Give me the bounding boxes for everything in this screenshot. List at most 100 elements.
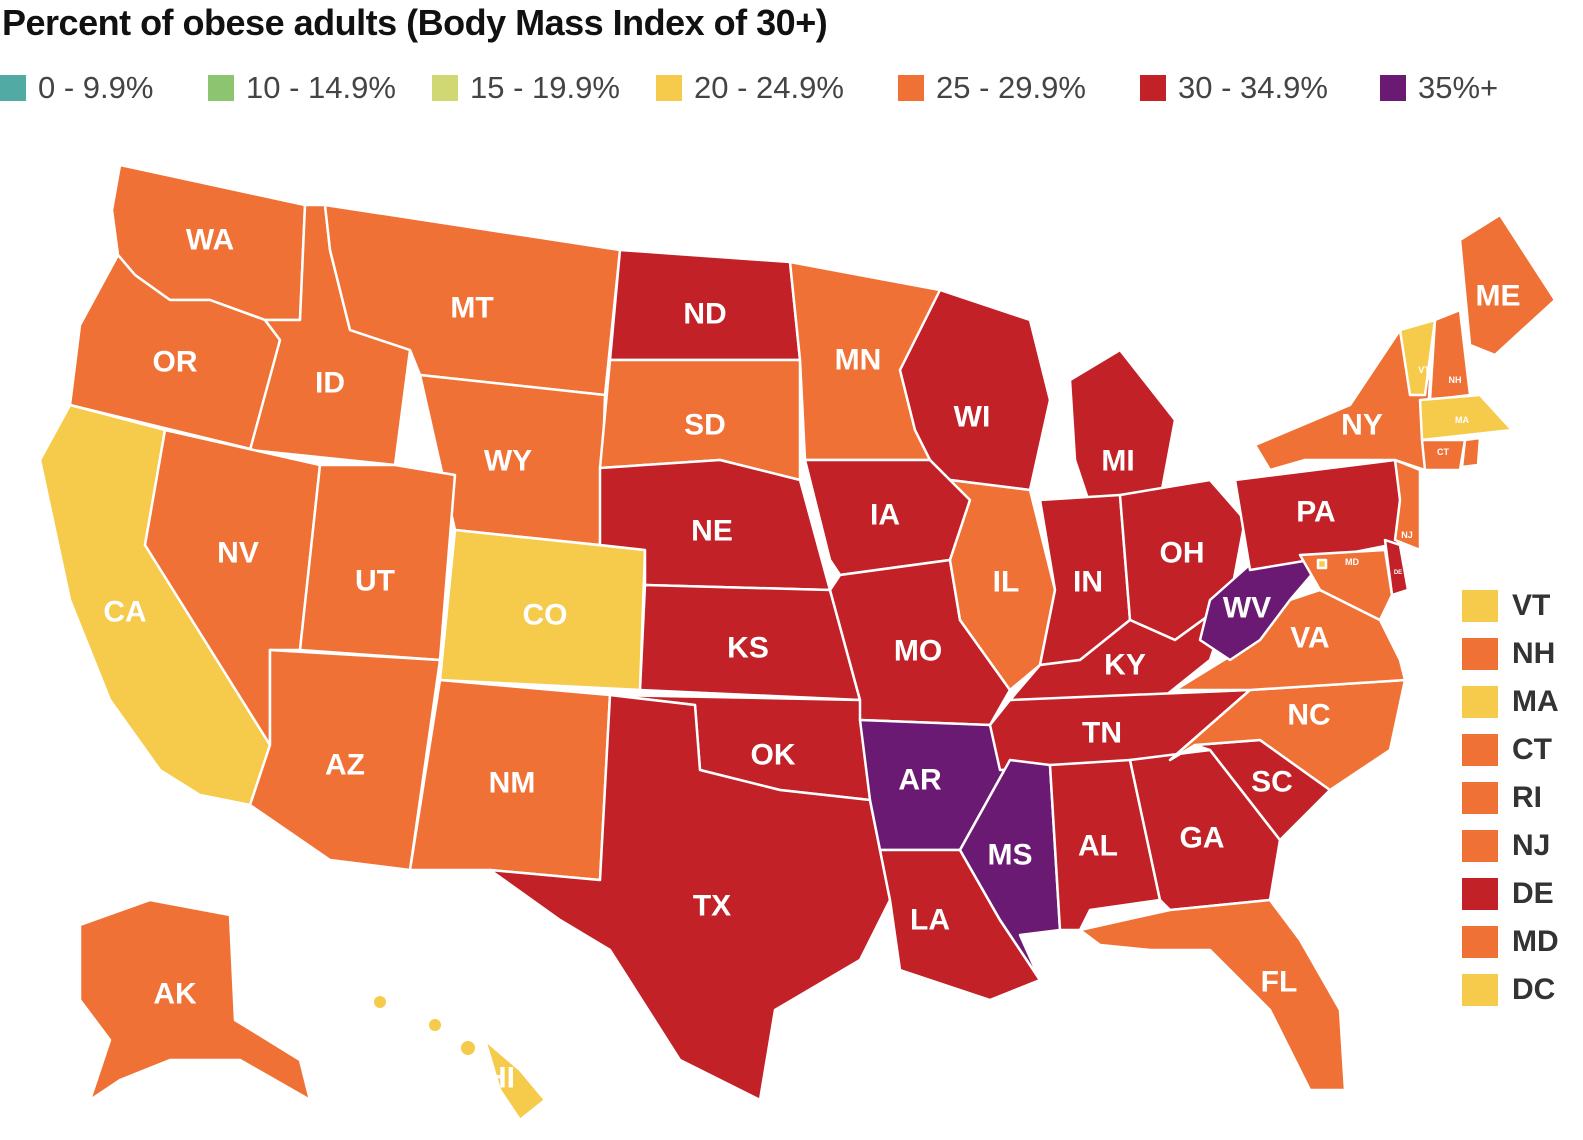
state-label-ky: KY [1104,649,1146,682]
state-tx [488,693,892,1102]
state-mi [1068,348,1177,507]
state-label-or: OR [153,346,198,379]
state-label-ok: OK [751,739,796,772]
small-state-label: NH [1512,637,1556,670]
legend-swatch [432,75,458,101]
state-label-me: ME [1476,280,1521,313]
small-state-legend-row: CT [1462,730,1552,770]
state-label-tx: TX [693,890,731,923]
state-label-ma: MA [1455,415,1469,425]
legend-item: 35%+ [1380,70,1498,106]
small-state-legend-row: DC [1462,970,1555,1010]
state-label-ne: NE [691,515,733,548]
state-label-mn: MN [835,344,882,377]
state-hi-island [461,1041,475,1055]
state-label-nv: NV [217,537,259,570]
state-label-wi: WI [954,401,991,434]
legend-item: 25 - 29.9% [898,70,1086,106]
state-fl [1078,898,1347,1092]
state-label-ar: AR [898,764,942,797]
state-hi-island [374,996,386,1008]
small-state-legend-row: MD [1462,922,1559,962]
state-label-wy: WY [484,445,532,478]
small-state-swatch [1462,878,1498,910]
state-labels: WA OR CA ID NV MT WY UT CO AZ NM ND SD NE KS OK TX MN IA MO… [103,224,1520,1095]
state-shapes [38,163,1557,1122]
state-label-oh: OH [1160,537,1205,570]
state-label-mo: MO [894,635,942,668]
small-state-legend-row: NH [1462,634,1555,674]
small-state-legend-row: DE [1462,874,1554,914]
small-state-label: DC [1512,973,1556,1006]
legend-item: 0 - 9.9% [0,70,153,106]
state-label-mt: MT [450,292,493,325]
legend-label: 20 - 24.9% [694,70,844,105]
state-label-nh: NH [1449,375,1462,385]
legend-swatch [1380,75,1406,101]
legend-swatch [208,75,234,101]
small-state-legend-row: RI [1462,778,1542,818]
state-hi [483,1038,547,1122]
legend-swatch [898,75,924,101]
small-state-swatch [1462,734,1498,766]
legend-item: 20 - 24.9% [656,70,844,106]
small-state-legend-row: VT [1462,586,1550,626]
small-state-label: DE [1512,877,1554,910]
small-state-swatch [1462,974,1498,1006]
state-label-az: AZ [325,749,365,782]
state-label-ms: MS [988,839,1033,872]
color-legend: 0 - 9.9% 10 - 14.9% 15 - 19.9% 20 - 24.9% 25… [0,70,1583,106]
state-hi-island [429,1019,441,1031]
state-vt [1398,318,1437,397]
state-label-ut: UT [355,565,395,598]
legend-label: 30 - 34.9% [1178,70,1328,105]
small-state-swatch [1462,782,1498,814]
small-state-swatch [1462,686,1498,718]
legend-swatch [1140,75,1166,101]
legend-item: 15 - 19.9% [432,70,620,106]
state-label-mi: MI [1101,445,1134,478]
legend-item: 30 - 34.9% [1140,70,1328,106]
state-label-sd: SD [684,409,726,442]
state-label-nj: NJ [1401,530,1413,540]
state-dc [1316,558,1328,570]
state-il [948,478,1057,692]
state-label-ia: IA [870,499,900,532]
state-label-ga: GA [1180,822,1225,855]
state-pa [1233,458,1417,572]
state-label-va: VA [1290,622,1329,655]
state-ms [958,758,1062,982]
state-label-in: IN [1073,566,1103,599]
state-ak [78,898,312,1102]
legend-swatch [0,75,26,101]
state-label-pa: PA [1296,496,1335,529]
state-label-vt: VT [1418,365,1430,375]
legend-label: 0 - 9.9% [38,70,154,105]
state-label-nm: NM [489,767,536,800]
small-state-label: NJ [1512,829,1551,862]
small-state-label: VT [1512,589,1551,622]
state-label-fl: FL [1261,966,1298,999]
state-nh [1428,308,1472,402]
small-state-label: MD [1512,925,1559,958]
map-title: Percent of obese adults (Body Mass Index… [2,2,828,43]
state-label-wv: WV [1223,592,1271,625]
legend-label: 25 - 29.9% [936,70,1086,105]
small-state-legend-row: MA [1462,682,1559,722]
state-label-ca: CA [103,596,146,629]
small-state-swatch [1462,926,1498,958]
state-label-wa: WA [186,224,234,257]
small-state-swatch [1462,590,1498,622]
legend-swatch [656,75,682,101]
state-label-id: ID [315,367,345,400]
legend-label: 35%+ [1418,70,1499,105]
legend-item: 10 - 14.9% [208,70,396,106]
state-label-al: AL [1078,830,1118,863]
state-label-la: LA [910,904,950,937]
state-ma [1418,393,1514,442]
state-label-co: CO [523,599,568,632]
state-label-de: DE [1394,570,1402,576]
state-label-il: IL [993,566,1020,599]
state-label-ak: AK [153,978,197,1011]
